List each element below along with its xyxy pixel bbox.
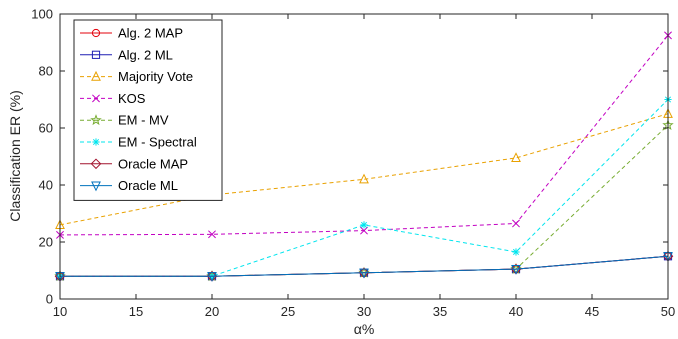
data-point bbox=[360, 226, 368, 235]
x-tick-label: 50 bbox=[661, 304, 675, 319]
x-tick-label: 35 bbox=[433, 304, 447, 319]
x-tick-label: 20 bbox=[205, 304, 219, 319]
legend-item-alg-2-map: Alg. 2 MAP bbox=[80, 26, 183, 41]
x-tick-label: 30 bbox=[357, 304, 371, 319]
y-tick-label: 60 bbox=[39, 121, 53, 136]
legend-item-alg-2-ml: Alg. 2 ML bbox=[80, 47, 173, 62]
data-point bbox=[208, 230, 216, 239]
data-point bbox=[511, 264, 521, 275]
legend-item-em-spectral: EM - Spectral bbox=[80, 135, 197, 150]
legend-item-oracle-map: Oracle MAP bbox=[80, 156, 188, 171]
y-tick-label: 20 bbox=[39, 235, 53, 250]
legend-label: EM - MV bbox=[118, 113, 169, 128]
data-point bbox=[359, 173, 369, 184]
series-line bbox=[59, 113, 669, 226]
legend-label: Alg. 2 MAP bbox=[118, 26, 183, 41]
legend-item-majority-vote: Majority Vote bbox=[80, 69, 193, 84]
x-tick-label: 40 bbox=[509, 304, 523, 319]
x-tick-label: 45 bbox=[585, 304, 599, 319]
legend-box bbox=[73, 19, 223, 201]
data-point bbox=[359, 268, 369, 279]
legend: Alg. 2 MAP Alg. 2 ML Majority Vote KOS EM - … bbox=[73, 19, 223, 201]
legend-label: EM - Spectral bbox=[118, 135, 197, 150]
legend-item-kos: KOS bbox=[80, 91, 146, 106]
legend-marker bbox=[92, 138, 100, 146]
x-tick-label: 15 bbox=[129, 304, 143, 319]
legend-label: Oracle ML bbox=[118, 178, 178, 193]
x-tick-label: 10 bbox=[53, 304, 67, 319]
legend-marker bbox=[91, 50, 101, 59]
legend-label: Alg. 2 ML bbox=[118, 47, 173, 62]
data-point bbox=[512, 248, 520, 256]
legend-marker bbox=[92, 94, 100, 103]
legend-marker bbox=[91, 181, 101, 192]
legend-marker bbox=[90, 158, 102, 170]
series-oracle-ml bbox=[55, 252, 673, 282]
legend-label: KOS bbox=[118, 91, 146, 106]
y-axis-label: Classification ER (%) bbox=[7, 90, 23, 221]
series-kos bbox=[56, 31, 672, 239]
series-line bbox=[60, 255, 669, 277]
data-point bbox=[360, 221, 368, 229]
data-point bbox=[207, 272, 217, 282]
data-point bbox=[511, 152, 521, 163]
x-axis-label: α% bbox=[354, 321, 375, 337]
x-tick-label: 25 bbox=[281, 304, 295, 319]
y-tick-label: 80 bbox=[39, 64, 53, 79]
legend-marker bbox=[90, 114, 102, 126]
legend-item-oracle-ml: Oracle ML bbox=[80, 178, 178, 193]
y-tick-label: 0 bbox=[46, 292, 53, 307]
y-tick-label: 100 bbox=[31, 7, 53, 22]
legend-marker bbox=[91, 70, 101, 81]
axis-layer: 10 15 20 25 30 35 40 45 50 0 20 40 60 80 100 bbox=[31, 7, 675, 320]
legend-label: Majority Vote bbox=[118, 69, 193, 84]
y-tick-label: 40 bbox=[39, 178, 53, 193]
data-point bbox=[512, 219, 520, 228]
legend-item-em-mv: EM - MV bbox=[80, 113, 169, 128]
legend-label: Oracle MAP bbox=[118, 156, 188, 171]
legend-marker bbox=[91, 28, 101, 38]
